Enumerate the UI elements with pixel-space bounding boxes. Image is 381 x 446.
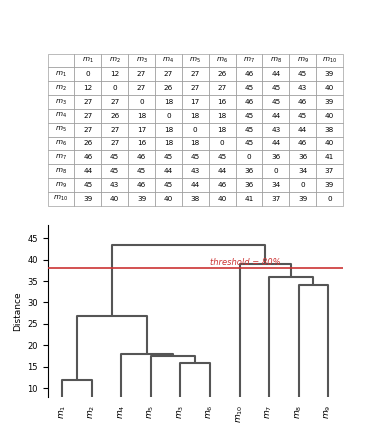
Text: threshold = 80%: threshold = 80% [210, 258, 281, 267]
Y-axis label: Distance: Distance [13, 291, 22, 331]
